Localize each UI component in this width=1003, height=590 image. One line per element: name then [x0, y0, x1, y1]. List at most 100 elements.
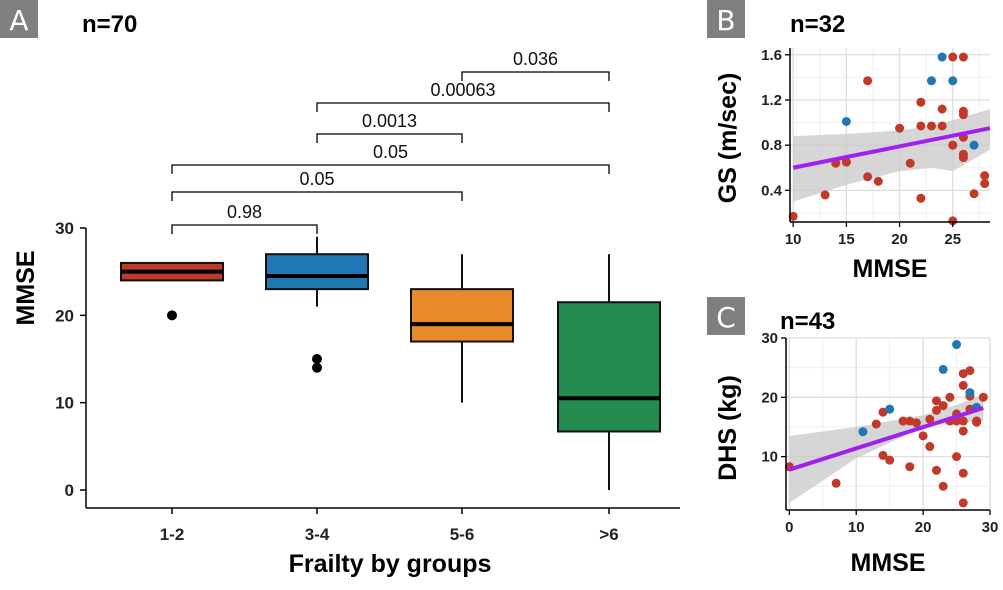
x-tick-label: 25 — [944, 231, 961, 248]
data-point — [926, 121, 936, 131]
data-point — [863, 76, 873, 86]
data-point — [863, 172, 873, 182]
data-point — [895, 123, 905, 133]
y-axis-title: MMSE — [12, 251, 40, 326]
data-point — [925, 414, 935, 424]
bracket-line — [316, 133, 463, 143]
box-plot-marks — [120, 236, 661, 490]
data-point — [911, 418, 921, 428]
y-tick-label: 0 — [65, 481, 74, 500]
x-tick-label: >6 — [599, 525, 618, 544]
box-4 — [557, 254, 661, 490]
panel-c-x-axis-title: MMSE — [851, 549, 926, 577]
data-point — [905, 462, 915, 472]
panel-b: B n=32 0.4 0.8 1.2 1.6 10 15 20 25 GS (m/sec) M… — [707, 0, 991, 283]
data-point — [952, 340, 962, 350]
data-point — [945, 392, 955, 402]
comparison-bracket: 0.0013 — [316, 111, 463, 143]
panel-c-n-label: n=43 — [780, 308, 835, 335]
panel-c-y-axis-title: DHS (kg) — [714, 375, 742, 481]
panel-a-n-label: n=70 — [82, 11, 137, 38]
x-tick-label: 3-4 — [305, 525, 330, 544]
data-point — [972, 417, 982, 427]
y-tick-label: 0.4 — [761, 182, 783, 199]
data-point — [931, 465, 941, 475]
comparison-bracket: 0.00063 — [316, 80, 610, 112]
panel-b-n-label: n=32 — [790, 11, 845, 38]
data-point — [937, 121, 947, 131]
data-point — [952, 452, 962, 462]
data-point — [965, 388, 975, 398]
y-tick-label: 10 — [761, 449, 778, 466]
panel-b-letter: B — [716, 4, 735, 37]
data-point — [885, 404, 895, 414]
data-point — [980, 179, 990, 189]
outlier-point — [312, 354, 322, 364]
data-point — [885, 455, 895, 465]
data-point — [858, 427, 868, 437]
x-tick-label: 1-2 — [160, 525, 185, 544]
data-point — [931, 405, 941, 415]
data-point — [873, 176, 883, 186]
y-tick-label: 1.2 — [761, 92, 782, 109]
scatter-plot-dhs: 10 20 30 0 10 20 30 — [761, 330, 998, 536]
y-axis: 0 10 20 30 — [55, 219, 87, 508]
data-point — [948, 140, 958, 150]
bracket-line — [171, 164, 610, 174]
data-point — [958, 468, 968, 478]
panel-c-letter-bg — [707, 297, 745, 335]
scatter-plot-gs: 0.4 0.8 1.2 1.6 10 15 20 25 — [761, 47, 991, 248]
panel-b-x-axis-title: MMSE — [853, 255, 928, 283]
box-3 — [410, 254, 514, 403]
data-point — [969, 140, 979, 150]
panel-b-letter-bg — [707, 0, 745, 38]
data-point — [878, 450, 888, 460]
comparison-brackets: 0.98 0.05 0.05 0.0013 0.00063 0.036 — [171, 49, 610, 234]
data-point — [958, 110, 968, 120]
data-point — [937, 104, 947, 114]
x-tick-label: 10 — [785, 231, 802, 248]
x-axis-title: Frailty by groups — [289, 550, 492, 578]
data-point — [937, 52, 947, 62]
data-point — [841, 157, 851, 167]
box-body — [410, 288, 514, 343]
y-tick-label: 20 — [761, 389, 778, 406]
data-point — [841, 116, 851, 126]
data-point — [916, 97, 926, 107]
x-axis: 1-2 3-4 5-6 >6 — [86, 507, 680, 544]
data-point — [948, 52, 958, 62]
data-point — [980, 171, 990, 181]
regression-line — [792, 126, 991, 170]
data-point — [958, 153, 968, 163]
bracket-line — [171, 224, 318, 234]
y-tick-label: 0.8 — [761, 137, 782, 154]
data-point — [925, 442, 935, 452]
data-point — [831, 478, 841, 488]
outlier-point — [167, 310, 177, 321]
panel-c: C n=43 10 20 30 0 10 20 30 DHS (kg) MMSE — [707, 297, 998, 577]
y-tick-label: 10 — [55, 394, 74, 413]
y-tick-label: 20 — [55, 306, 74, 325]
data-point — [938, 481, 948, 491]
data-point — [969, 189, 979, 199]
y-tick-label: 1.6 — [761, 47, 782, 64]
x-tick-label: 0 — [785, 519, 793, 536]
data-point — [938, 364, 948, 374]
data-point — [871, 419, 881, 429]
data-point — [898, 416, 908, 426]
data-point — [948, 76, 958, 86]
panel-a-letter: A — [9, 4, 28, 37]
data-point — [938, 401, 948, 411]
bracket-line — [316, 102, 610, 112]
comparison-bracket: 0.98 — [171, 202, 318, 234]
p-value-label: 0.05 — [373, 142, 408, 162]
box-body — [265, 253, 369, 291]
x-tick-label: 15 — [838, 231, 855, 248]
data-point — [965, 366, 975, 376]
p-value-label: 0.00063 — [430, 80, 495, 100]
data-point — [958, 498, 968, 508]
data-point — [788, 211, 798, 221]
box-2 — [265, 236, 369, 373]
